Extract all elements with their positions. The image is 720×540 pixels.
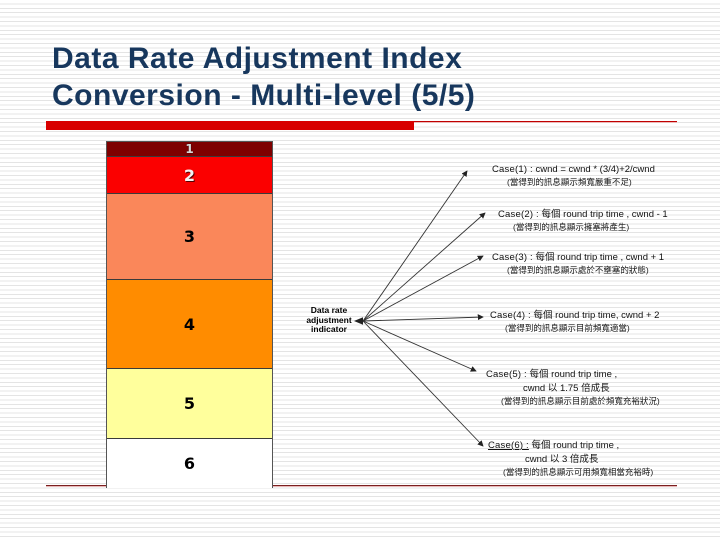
case-2-label: Case(2) : — [498, 209, 539, 220]
indicator-segment-1: 1 — [107, 142, 272, 156]
case-5-note: (當得到的訊息顯示目前處於頻寬充裕狀況) — [501, 396, 660, 406]
indicator-caption: Data rate adjustment indicator — [299, 305, 359, 335]
case-5-rule-line2: cwnd 以 1.75 倍成長 — [523, 383, 610, 394]
segment-label: 2 — [183, 165, 196, 185]
case-1-annotation: Case(1) : cwnd = cwnd * (3/4)+2/cwnd (當得… — [492, 164, 655, 188]
segment-label: 1 — [185, 142, 194, 156]
case-3-note: (當得到的訊息顯示處於不壅塞的狀態) — [507, 265, 649, 275]
segment-label: 6 — [183, 453, 196, 473]
arrow-to-case6 — [362, 320, 484, 447]
case-5-label: Case(5) : — [486, 369, 527, 380]
segment-label: 5 — [183, 394, 196, 413]
slide-title: Data Rate Adjustment Index Conversion - … — [52, 40, 672, 114]
indicator-segment-2: 2 — [107, 156, 272, 193]
case-3-annotation: Case(3) : 每個 round trip time , cwnd + 1 … — [492, 249, 664, 276]
arrow-to-case5 — [362, 320, 477, 372]
data-rate-indicator-stacked-bar: 1 2 3 4 5 6 — [106, 141, 273, 488]
case-5-annotation: Case(5) : 每個 round trip time , cwnd 以 1.… — [486, 366, 660, 407]
indicator-caption-line1: Data rate — [310, 305, 348, 315]
case-6-label: Case(6) : — [488, 440, 529, 451]
case-6-note: (當得到的訊息顯示可用頻寬相當充裕時) — [503, 467, 654, 477]
slide-title-line2: Conversion - Multi-level (5/5) — [52, 79, 476, 112]
case-1-note: (當得到的訊息顯示頻寬嚴重不足) — [507, 177, 632, 187]
arrow-to-case1 — [362, 170, 468, 322]
case-6-annotation: Case(6) : 每個 round trip time , cwnd 以 3 … — [488, 437, 653, 478]
case-4-label: Case(4) : — [490, 310, 531, 321]
indicator-segment-3: 3 — [107, 193, 272, 279]
slide-title-line1: Data Rate Adjustment Index — [52, 42, 463, 75]
case-5-rule: 每個 round trip time , — [529, 369, 618, 380]
case-3-label: Case(3) : — [492, 252, 533, 263]
case-2-rule: 每個 round trip time , cwnd - 1 — [541, 209, 668, 220]
title-accent-bar — [46, 121, 414, 130]
case-1-rule: cwnd = cwnd * (3/4)+2/cwnd — [535, 164, 655, 175]
case-2-note: (當得到的訊息顯示擁塞將產生) — [513, 222, 630, 232]
case-4-annotation: Case(4) : 每個 round trip time, cwnd + 2 (… — [490, 307, 659, 334]
indicator-caption-line3: indicator — [311, 324, 347, 334]
case-3-rule: 每個 round trip time , cwnd + 1 — [535, 252, 665, 263]
case-4-rule: 每個 round trip time, cwnd + 2 — [533, 310, 660, 321]
arrow-to-case3 — [362, 255, 484, 322]
indicator-segment-5: 5 — [107, 368, 272, 438]
indicator-segment-4: 4 — [107, 279, 272, 368]
indicator-caption-line2: adjustment — [306, 314, 352, 325]
segment-label: 3 — [183, 227, 196, 246]
case-2-annotation: Case(2) : 每個 round trip time , cwnd - 1 … — [498, 206, 668, 233]
arrow-to-case2 — [362, 212, 486, 322]
case-1-label: Case(1) : — [492, 164, 533, 175]
segment-label: 4 — [183, 314, 196, 334]
case-6-rule: 每個 round trip time , — [531, 440, 620, 451]
case-4-note: (當得到的訊息顯示目前頻寬適當) — [505, 323, 630, 333]
bottom-rule — [46, 485, 677, 487]
indicator-segment-6: 6 — [107, 438, 272, 487]
arrow-to-case4 — [362, 314, 484, 322]
case-6-rule-line2: cwnd 以 3 倍成長 — [525, 454, 599, 465]
